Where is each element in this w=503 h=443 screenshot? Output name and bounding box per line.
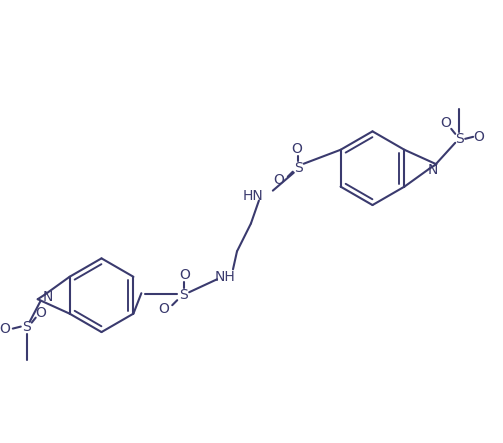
Text: HN: HN xyxy=(242,189,263,202)
Text: S: S xyxy=(294,161,303,175)
Text: NH: NH xyxy=(215,270,235,284)
Text: O: O xyxy=(291,142,302,156)
Text: O: O xyxy=(474,130,484,144)
Text: O: O xyxy=(35,306,46,320)
Text: N: N xyxy=(42,290,53,304)
Text: S: S xyxy=(22,319,31,334)
Text: O: O xyxy=(158,302,169,316)
Text: N: N xyxy=(428,163,439,177)
Text: S: S xyxy=(179,288,188,302)
Text: O: O xyxy=(180,268,191,282)
Text: S: S xyxy=(455,132,464,146)
Text: O: O xyxy=(440,116,451,130)
Text: O: O xyxy=(274,173,284,187)
Text: O: O xyxy=(0,322,10,336)
